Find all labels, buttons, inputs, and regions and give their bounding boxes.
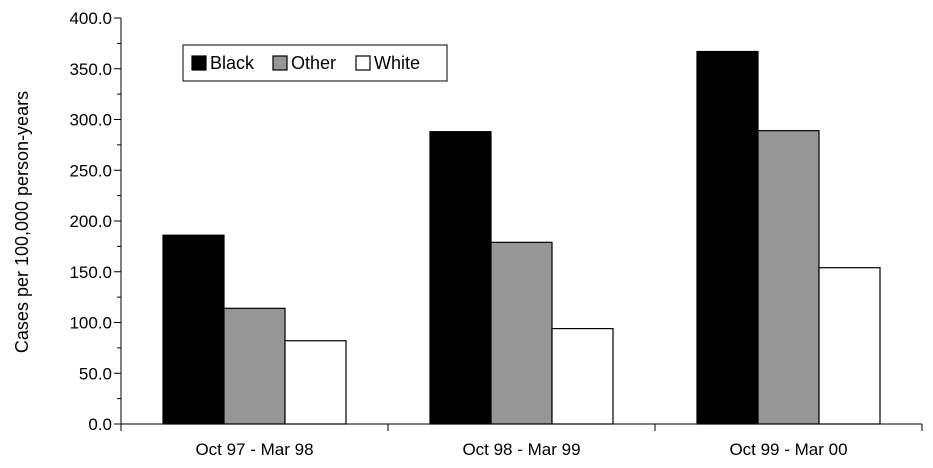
y-axis-title: Cases per 100,000 person-years [12, 91, 32, 353]
y-tick-label: 200.0 [69, 212, 112, 231]
legend-box [182, 44, 448, 82]
x-tick-label: Oct 98 - Mar 99 [462, 440, 580, 459]
legend: Black Other White [182, 44, 448, 82]
y-tick-label: 350.0 [69, 60, 112, 79]
bar-white-3 [818, 267, 881, 425]
bar-other-2 [490, 241, 553, 425]
x-tick-label: Oct 97 - Mar 98 [195, 440, 313, 459]
bar-black-3 [696, 50, 759, 425]
legend-swatch-other [272, 55, 288, 71]
y-tick-label: 250.0 [69, 161, 112, 180]
y-tick-label: 50.0 [79, 364, 112, 383]
y-tick-label: 100.0 [69, 314, 112, 333]
legend-swatch-black [191, 55, 207, 71]
y-tick-label: 0.0 [88, 415, 112, 434]
bar-white-1 [284, 340, 347, 425]
bar-other-1 [223, 307, 286, 425]
legend-label-white: White [374, 53, 420, 73]
bar-white-2 [551, 327, 614, 425]
x-tick-label: Oct 99 - Mar 00 [729, 440, 847, 459]
legend-label-other: Other [291, 53, 336, 73]
y-tick-label: 300.0 [69, 111, 112, 130]
bar-other-3 [757, 130, 820, 425]
y-tick-label: 400.0 [69, 9, 112, 28]
bar-black-2 [429, 131, 492, 425]
legend-label-black: Black [210, 53, 255, 73]
y-tick-label: 150.0 [69, 263, 112, 282]
bar-black-1 [162, 234, 225, 425]
legend-swatch-white [355, 55, 371, 71]
plot-area: 0.0 50.0 100.0 150.0 200.0 250.0 300.0 350.0 400… [69, 9, 923, 459]
